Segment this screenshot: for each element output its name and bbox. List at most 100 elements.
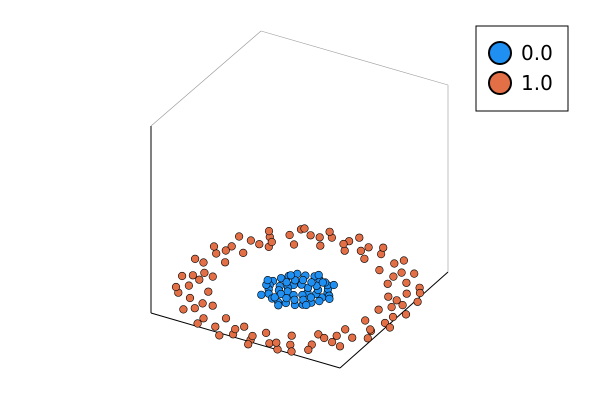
data-point-series-1-44: [204, 287, 213, 296]
data-point-series-1-62: [264, 227, 274, 236]
data-point-series-1-75: [363, 334, 372, 343]
data-point-series-1-80: [231, 325, 240, 334]
data-point-series-0-34: [298, 275, 308, 285]
data-point-series-0-10: [277, 274, 286, 283]
data-point-series-1-65: [191, 254, 200, 263]
data-point-series-1-46: [221, 314, 231, 323]
data-point-series-1-16: [199, 258, 208, 267]
data-point-series-0-40: [282, 294, 291, 303]
data-point-series-1-52: [361, 316, 370, 325]
data-point-series-1-39: [289, 240, 299, 249]
data-point-series-1-73: [304, 345, 313, 355]
data-point-series-1-49: [287, 331, 296, 340]
data-point-series-0-49: [270, 293, 279, 302]
data-point-series-1-1: [398, 301, 407, 310]
axis-top-right-edge: [260, 30, 449, 86]
data-point-series-1-4: [397, 268, 406, 277]
data-point-series-1-50: [314, 330, 323, 339]
data-point-series-1-91: [287, 347, 296, 356]
data-point-series-1-37: [340, 246, 349, 255]
data-point-series-1-0: [388, 312, 398, 322]
data-point-series-0-50: [325, 294, 334, 304]
data-point-series-1-72: [273, 345, 282, 354]
data-point-series-1-32: [374, 305, 383, 314]
series-1-points: [171, 224, 425, 356]
data-point-series-1-78: [200, 268, 209, 278]
data-point-series-1-95: [248, 331, 257, 341]
data-point-series-1-26: [286, 340, 295, 349]
data-point-series-1-98: [255, 240, 264, 249]
data-point-series-1-82: [198, 299, 207, 308]
legend-marker-series-0: [488, 41, 512, 65]
data-point-series-1-88: [315, 233, 324, 242]
data-point-series-1-56: [410, 269, 419, 278]
data-point-series-1-48: [262, 328, 271, 338]
data-point-series-1-87: [272, 338, 281, 347]
data-point-series-1-10: [306, 231, 315, 240]
data-point-series-1-79: [356, 246, 366, 255]
legend: 0.0 1.0: [475, 25, 569, 112]
data-point-series-1-42: [221, 258, 230, 267]
data-point-series-1-29: [348, 333, 357, 342]
data-point-series-1-20: [190, 304, 199, 313]
data-point-series-1-34: [383, 279, 392, 288]
data-point-series-1-58: [379, 243, 388, 252]
data-point-series-0-54: [314, 270, 323, 280]
legend-label-series-0: 0.0: [521, 41, 553, 65]
data-point-series-1-35: [375, 266, 384, 275]
data-point-series-1-81: [389, 272, 398, 281]
data-point-series-1-5: [390, 259, 399, 268]
data-point-series-1-83: [320, 333, 329, 343]
data-point-series-0-46: [302, 300, 311, 310]
data-point-series-1-64: [209, 242, 219, 251]
data-point-series-0-55: [274, 301, 283, 310]
data-point-series-0-43: [306, 293, 316, 302]
points-layer: [171, 224, 425, 356]
data-point-series-1-36: [360, 254, 369, 263]
data-point-series-1-90: [171, 282, 181, 292]
data-point-series-0-51: [263, 276, 272, 285]
data-point-series-0-53: [257, 290, 266, 299]
data-point-series-0-48: [318, 278, 327, 287]
axis-top-left-edge: [150, 30, 262, 127]
data-point-series-1-18: [184, 281, 193, 290]
data-point-series-1-47: [240, 322, 249, 331]
data-point-series-1-41: [239, 248, 248, 257]
data-point-series-1-3: [402, 278, 411, 287]
data-point-series-1-89: [415, 288, 425, 298]
data-point-series-1-15: [212, 249, 221, 258]
data-point-series-1-54: [413, 297, 422, 306]
data-point-series-1-92: [300, 224, 309, 233]
data-point-series-1-33: [384, 292, 393, 301]
legend-box: [475, 25, 569, 112]
data-point-series-1-14: [227, 242, 236, 251]
data-point-series-0-47: [286, 271, 295, 280]
data-point-series-1-70: [215, 331, 224, 340]
data-point-series-1-85: [366, 325, 375, 334]
data-point-series-1-51: [341, 325, 350, 334]
data-point-series-1-17: [188, 271, 197, 280]
data-point-series-1-45: [208, 301, 217, 310]
data-point-series-1-11: [285, 230, 294, 240]
data-point-series-0-33: [307, 278, 316, 287]
data-point-series-1-77: [387, 303, 396, 312]
legend-label-series-1: 1.0: [521, 71, 553, 95]
data-point-series-1-68: [179, 305, 188, 314]
data-point-series-1-19: [185, 293, 195, 303]
data-point-series-1-96: [339, 239, 348, 249]
data-point-series-1-28: [328, 338, 337, 347]
data-point-series-1-86: [221, 246, 230, 255]
data-point-series-1-38: [316, 241, 325, 250]
data-point-series-1-97: [332, 331, 341, 340]
data-point-series-0-41: [290, 295, 299, 304]
data-point-series-1-93: [392, 296, 401, 305]
data-point-series-1-25: [265, 339, 274, 348]
data-point-series-1-59: [355, 233, 364, 242]
data-point-series-1-66: [178, 271, 187, 281]
data-point-series-1-43: [208, 272, 217, 281]
axis-front-left-edge: [150, 312, 341, 369]
data-point-series-1-69: [193, 319, 202, 328]
data-point-series-1-94: [195, 275, 204, 284]
data-point-series-1-63: [235, 232, 244, 241]
